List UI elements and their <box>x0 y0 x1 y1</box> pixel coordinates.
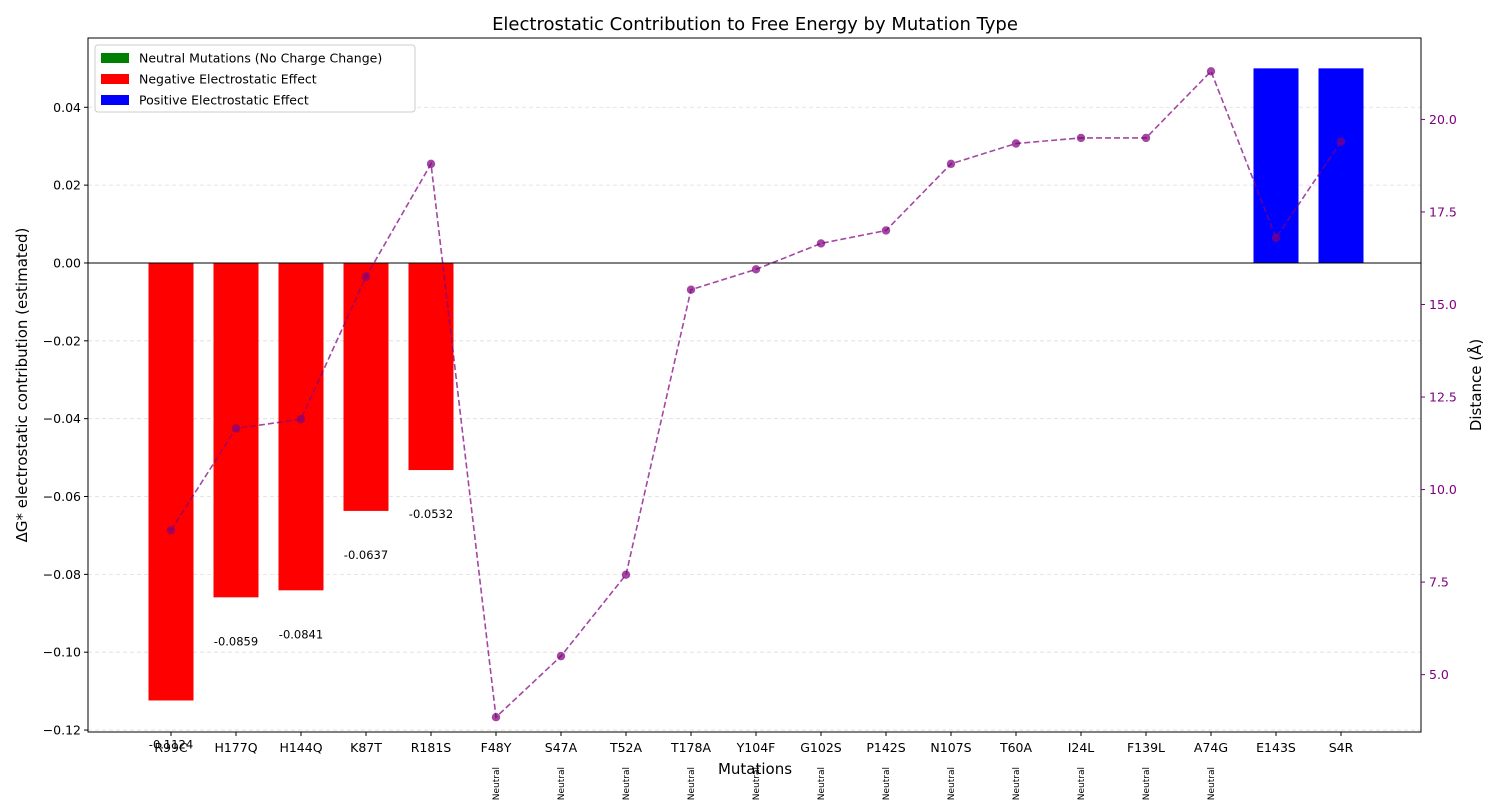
distance-point-T60A <box>1011 139 1021 148</box>
x-tick-label-E143S: E143S <box>1256 740 1296 755</box>
bar-E143S <box>1253 68 1299 263</box>
distance-point-Y104F <box>751 265 761 274</box>
distance-point-S4R <box>1336 137 1346 146</box>
legend-swatch <box>101 95 129 105</box>
distance-point-T52A <box>621 570 631 579</box>
legend-swatch <box>101 74 129 84</box>
distance-point-F48Y <box>491 712 501 722</box>
bar-value-label: -0.0859 <box>214 634 258 648</box>
bar-value-label: -0.0637 <box>344 548 388 562</box>
x-tick-label-A74G: A74G <box>1194 740 1228 755</box>
x-tick-label-H144Q: H144Q <box>279 740 322 755</box>
y2-tick-label: 7.5 <box>1429 575 1449 590</box>
y-axis-label: ΔG* electrostatic contribution (estimate… <box>13 228 31 543</box>
distance-point-T178A <box>686 285 696 294</box>
y2-tick-label: 20.0 <box>1429 112 1457 127</box>
y-tick-label: −0.08 <box>43 567 81 582</box>
y-tick-label: 0.04 <box>53 100 81 115</box>
x-tick-label-H177Q: H177Q <box>214 740 257 755</box>
x-tick-label-P142S: P142S <box>866 740 905 755</box>
x-tick-label-Y104F: Y104F <box>736 740 776 755</box>
x-tick-label-R99C: R99C <box>154 740 188 755</box>
x-tick-label-R181S: R181S <box>411 740 452 755</box>
y2-axis-label: Distance (Å) <box>1466 339 1485 431</box>
neutral-tag: Neutral <box>1077 767 1087 800</box>
distance-point-H144Q <box>296 415 306 424</box>
y2-tick-label: 10.0 <box>1429 482 1457 497</box>
bar-value-label: -0.0532 <box>409 507 453 521</box>
x-tick-label-F139L: F139L <box>1127 740 1165 755</box>
neutral-tag: Neutral <box>1142 767 1152 800</box>
bar-H144Q <box>278 262 324 591</box>
y-tick-label: −0.06 <box>43 489 81 504</box>
distance-point-F139L <box>1141 133 1151 143</box>
x-tick-label-N107S: N107S <box>930 740 971 755</box>
neutral-tag: Neutral <box>947 767 957 800</box>
distance-point-S47A <box>556 651 566 661</box>
neutral-tag: Neutral <box>687 767 697 800</box>
legend-box <box>94 44 416 113</box>
neutral-tag: Neutral <box>622 767 632 800</box>
neutral-tag: Neutral <box>557 767 567 800</box>
y-tick-label: −0.02 <box>43 333 81 348</box>
neutral-tag: Neutral <box>882 767 892 800</box>
y-tick-label: 0.02 <box>53 178 81 193</box>
y2-tick-label: 12.5 <box>1429 390 1457 405</box>
bar-S4R <box>1318 68 1364 263</box>
axis-layer: −0.12 −0.10 −0.08 −0.06 −0.04 −0.02 0.00 0.02 0.… <box>43 37 1457 800</box>
legend-swatch <box>101 53 129 63</box>
distance-point-K87T <box>361 272 371 281</box>
bar-K87T <box>343 262 389 511</box>
neutral-tag: Neutral <box>1207 767 1217 800</box>
bar-R99C <box>148 262 194 701</box>
legend-label: Neutral Mutations (No Charge Change) <box>139 51 382 66</box>
bar-value-label: -0.0841 <box>279 627 323 641</box>
y-tick-label: −0.12 <box>43 723 81 738</box>
legend-label: Negative Electrostatic Effect <box>139 72 317 87</box>
y2-tick-label: 15.0 <box>1429 297 1457 312</box>
x-tick-label-K87T: K87T <box>350 740 382 755</box>
y2-tick-label: 5.0 <box>1429 667 1449 682</box>
y2-tick-label: 17.5 <box>1429 204 1457 219</box>
y-tick-label: −0.10 <box>43 645 81 660</box>
bar-value-label: -0.1124 <box>149 737 193 751</box>
distance-point-N107S <box>946 159 956 169</box>
x-tick-label-S4R: S4R <box>1329 740 1354 755</box>
distance-point-G102S <box>816 239 826 248</box>
neutral-tag: Neutral <box>1012 767 1022 800</box>
distance-point-A74G <box>1206 67 1216 76</box>
distance-line-layer <box>166 67 1346 722</box>
x-tick-label-I24L: I24L <box>1068 740 1095 755</box>
y-tick-label: 0.00 <box>53 255 81 270</box>
x-tick-label-T52A: T52A <box>609 740 643 755</box>
legend: Neutral Mutations (No Charge Change) Nega… <box>94 44 416 113</box>
distance-point-R181S <box>426 159 436 169</box>
x-tick-label-F48Y: F48Y <box>481 740 512 755</box>
neutral-tag: Neutral <box>492 767 502 800</box>
x-axis-label: Mutations <box>718 760 792 778</box>
distance-point-E143S <box>1271 233 1281 243</box>
y-tick-label: −0.04 <box>43 411 81 426</box>
x-tick-label-G102S: G102S <box>800 740 842 755</box>
legend-label: Positive Electrostatic Effect <box>139 93 309 108</box>
distance-point-I24L <box>1076 133 1086 143</box>
chart-title: Electrostatic Contribution to Free Energ… <box>492 14 1018 35</box>
x-tick-label-S47A: S47A <box>545 740 578 755</box>
neutral-tag: Neutral <box>752 767 762 800</box>
x-tick-label-T178A: T178A <box>670 740 711 755</box>
neutral-tag: Neutral <box>817 767 827 800</box>
bar-layer: -0.1124 -0.0859 -0.0841 -0.0637 -0.0532 <box>148 68 1364 751</box>
plot-frame <box>87 37 1422 733</box>
distance-point-H177Q <box>231 424 241 433</box>
distance-point-P142S <box>881 226 891 235</box>
x-tick-label-T60A: T60A <box>999 740 1033 755</box>
distance-point-R99C <box>166 526 176 535</box>
